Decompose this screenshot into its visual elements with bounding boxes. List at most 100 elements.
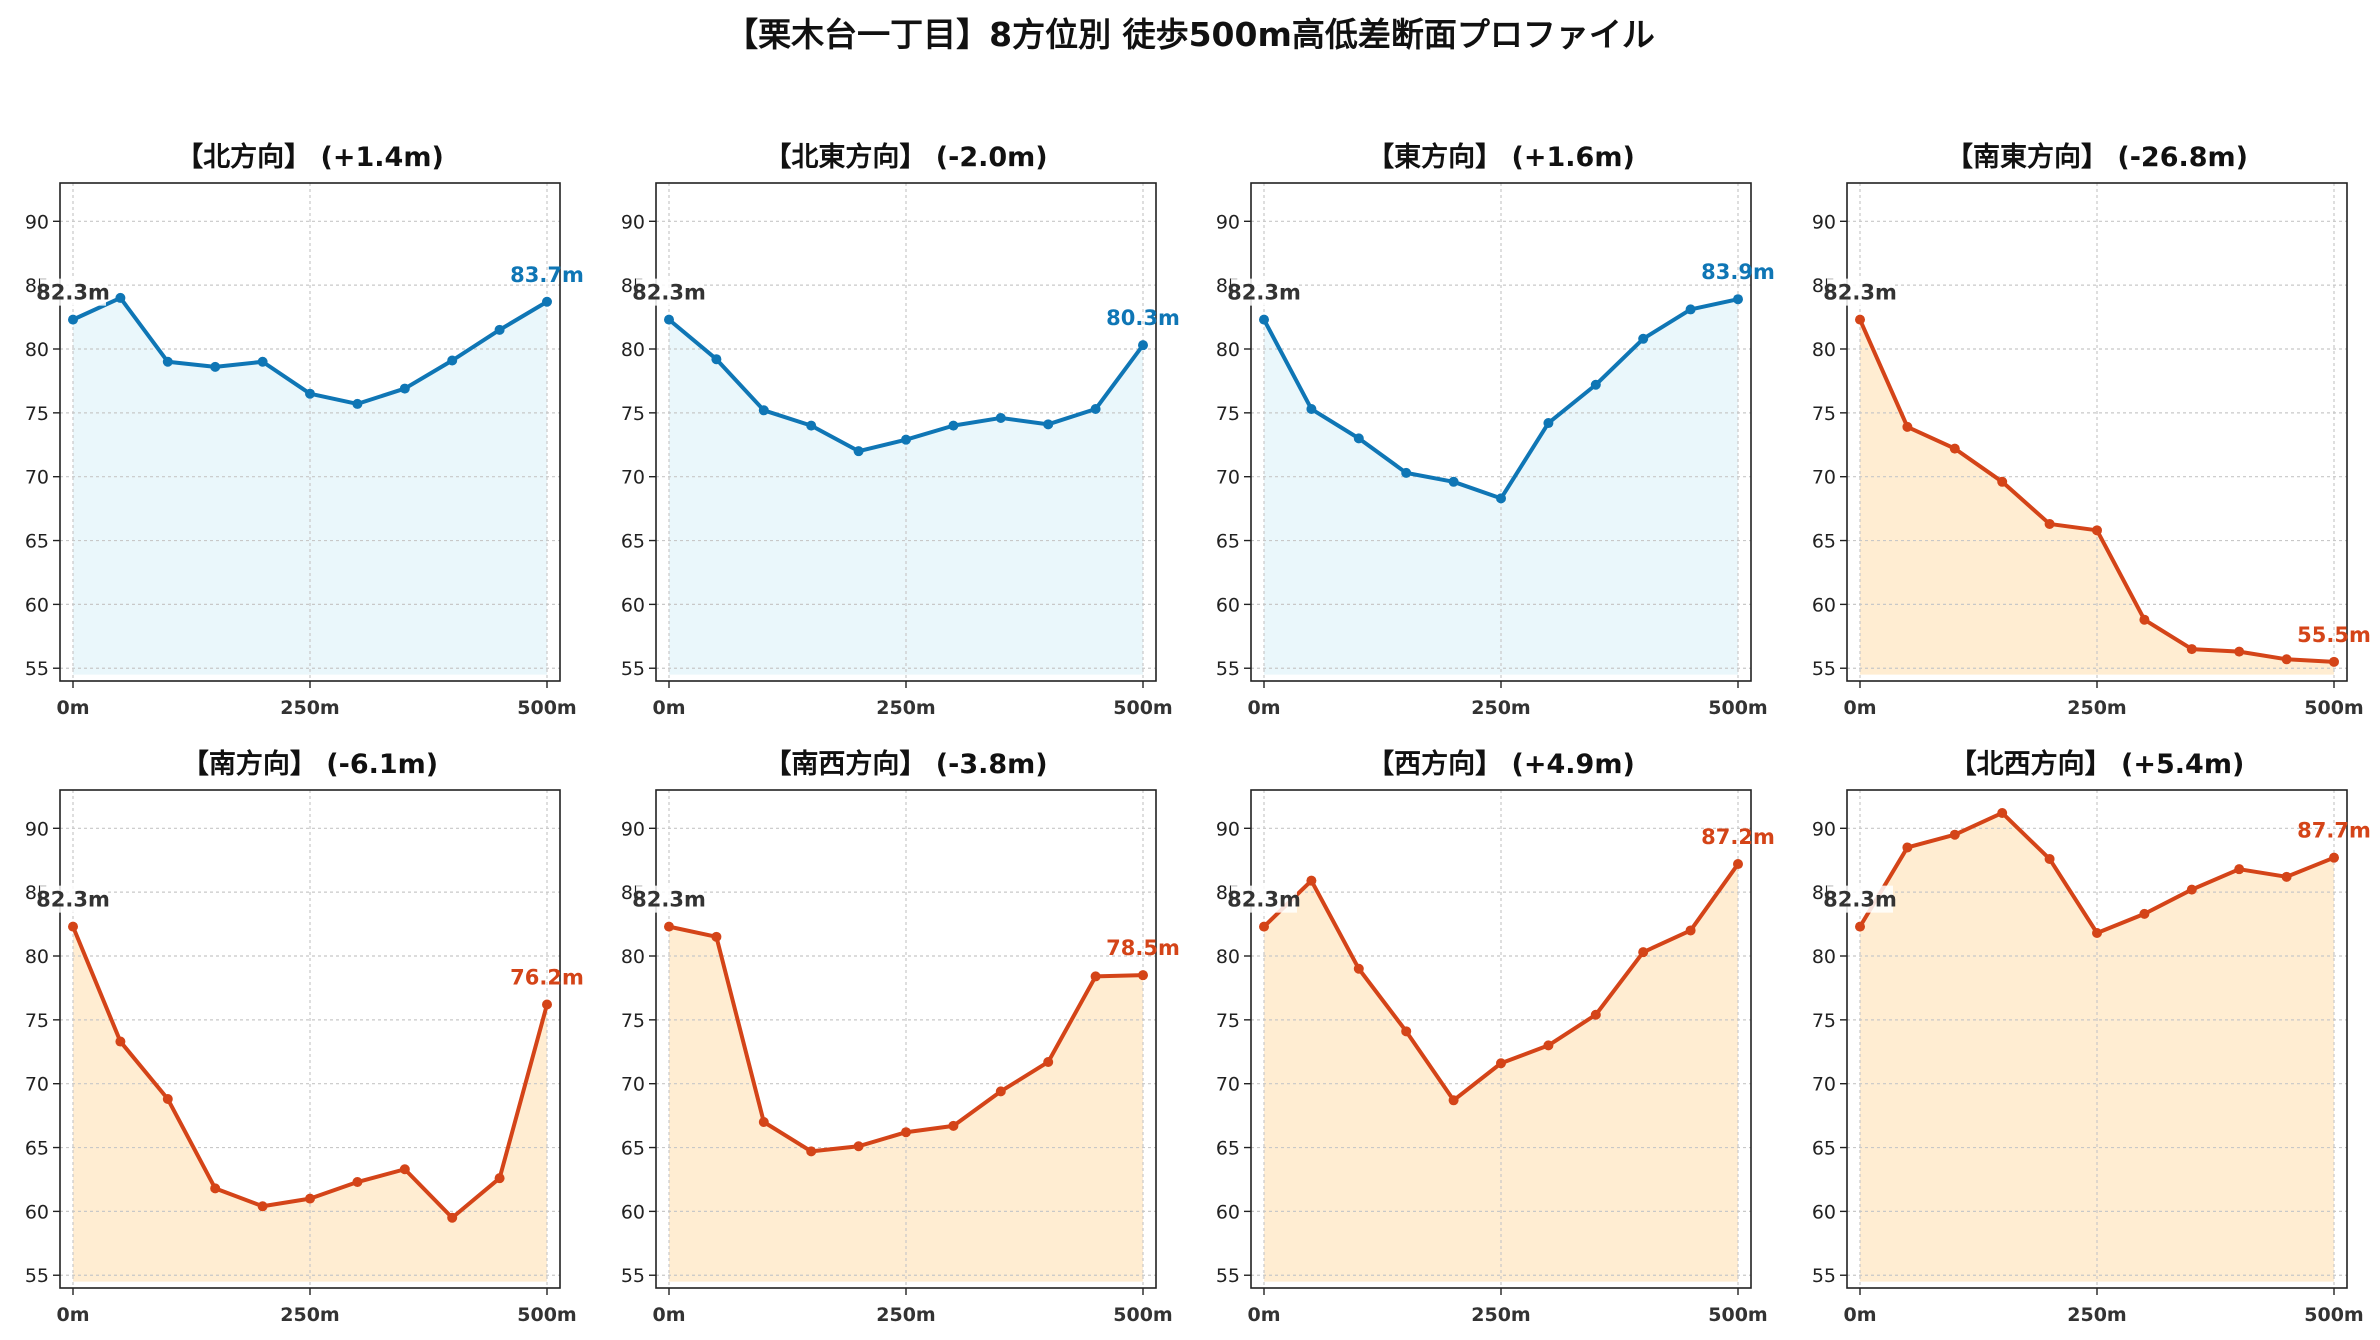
x-tick-label: 250m	[2067, 697, 2126, 719]
end-label: 87.7m	[2297, 819, 2371, 843]
data-point	[711, 354, 722, 365]
x-tick-label: 250m	[2067, 1304, 2126, 1326]
y-tick-label: 70	[1216, 467, 1240, 489]
y-tick-label: 55	[1812, 658, 1836, 680]
y-tick-label: 70	[25, 467, 49, 489]
data-point	[1590, 379, 1601, 390]
data-point	[494, 1173, 505, 1184]
data-point	[1638, 333, 1649, 344]
y-tick-label: 60	[621, 594, 645, 616]
y-tick-label: 90	[621, 211, 645, 233]
data-point	[2329, 656, 2339, 667]
start-label-bg	[636, 278, 702, 306]
end-label: 83.7m	[510, 263, 584, 287]
data-point	[2139, 908, 2150, 919]
data-point	[1902, 842, 1913, 853]
x-tick-label: 250m	[1471, 1304, 1530, 1326]
start-label-bg	[1827, 885, 1893, 913]
y-tick-label: 70	[621, 1074, 645, 1096]
y-tick-label: 55	[1812, 1265, 1836, 1287]
data-point	[68, 314, 78, 325]
data-point	[995, 412, 1006, 423]
y-tick-label: 80	[1812, 339, 1836, 361]
start-label: 82.3m	[36, 281, 110, 305]
data-point	[68, 921, 78, 932]
data-point	[1138, 340, 1148, 351]
data-point	[1448, 1095, 1459, 1106]
data-point	[758, 405, 769, 416]
data-point	[664, 314, 674, 325]
data-point	[1138, 970, 1148, 981]
y-tick-label: 65	[621, 531, 645, 553]
data-point	[210, 361, 221, 372]
start-label-bg	[1827, 278, 1893, 306]
y-tick-label: 70	[621, 467, 645, 489]
start-label: 82.3m	[1227, 281, 1301, 305]
data-point	[1090, 404, 1101, 415]
data-point	[162, 1094, 173, 1105]
data-point	[1590, 1009, 1601, 1020]
x-tick-label: 500m	[1113, 697, 1172, 719]
x-tick-label: 0m	[652, 1304, 685, 1326]
x-tick-label: 0m	[56, 1304, 89, 1326]
y-tick-label: 60	[1812, 1201, 1836, 1223]
data-point	[853, 1141, 864, 1152]
x-tick-label: 250m	[1471, 697, 1530, 719]
data-point	[2186, 644, 2197, 655]
y-tick-label: 80	[621, 339, 645, 361]
data-point	[2044, 853, 2055, 864]
x-tick-label: 500m	[517, 697, 576, 719]
x-tick-label: 500m	[1708, 1304, 1767, 1326]
data-point	[1685, 925, 1696, 936]
y-tick-label: 60	[1216, 594, 1240, 616]
data-point	[1043, 419, 1054, 430]
data-point	[1259, 921, 1269, 932]
y-tick-label: 90	[1216, 211, 1240, 233]
subplot-title: 【北東方向】 (-2.0m)	[764, 141, 1047, 173]
y-tick-label: 80	[1812, 946, 1836, 968]
y-tick-label: 75	[1216, 1010, 1240, 1032]
x-tick-label: 250m	[280, 1304, 339, 1326]
y-tick-label: 55	[1216, 1265, 1240, 1287]
data-point	[1353, 963, 1364, 974]
data-point	[115, 1036, 126, 1047]
data-point	[2092, 525, 2102, 536]
data-point	[1855, 921, 1865, 932]
y-tick-label: 90	[1812, 818, 1836, 840]
y-tick-label: 65	[25, 1138, 49, 1160]
area-fill	[73, 297, 547, 675]
data-point	[995, 1086, 1006, 1097]
data-point	[1733, 294, 1743, 305]
data-point	[2234, 646, 2245, 657]
subplot-title: 【西方向】 (+4.9m)	[1367, 748, 1635, 780]
y-tick-label: 60	[1812, 594, 1836, 616]
data-point	[901, 1127, 911, 1138]
x-tick-label: 500m	[1113, 1304, 1172, 1326]
data-point	[948, 420, 959, 431]
data-point	[1543, 418, 1554, 429]
data-point	[1949, 829, 1960, 840]
data-point	[664, 921, 674, 932]
x-tick-label: 0m	[1247, 697, 1280, 719]
data-point	[399, 383, 410, 394]
start-label-bg	[1231, 278, 1297, 306]
data-point	[1733, 859, 1743, 870]
end-label: 76.2m	[510, 966, 584, 990]
data-point	[1855, 314, 1865, 325]
data-point	[1685, 304, 1696, 315]
subplot-title: 【南西方向】 (-3.8m)	[764, 748, 1047, 780]
y-tick-label: 55	[25, 658, 49, 680]
data-point	[2044, 518, 2055, 529]
data-point	[2139, 614, 2150, 625]
y-tick-label: 60	[25, 1201, 49, 1223]
y-tick-label: 65	[1812, 531, 1836, 553]
y-tick-label: 75	[621, 403, 645, 425]
y-tick-label: 70	[1216, 1074, 1240, 1096]
x-tick-label: 500m	[1708, 697, 1767, 719]
data-point	[1043, 1056, 1054, 1067]
data-point	[806, 420, 817, 431]
